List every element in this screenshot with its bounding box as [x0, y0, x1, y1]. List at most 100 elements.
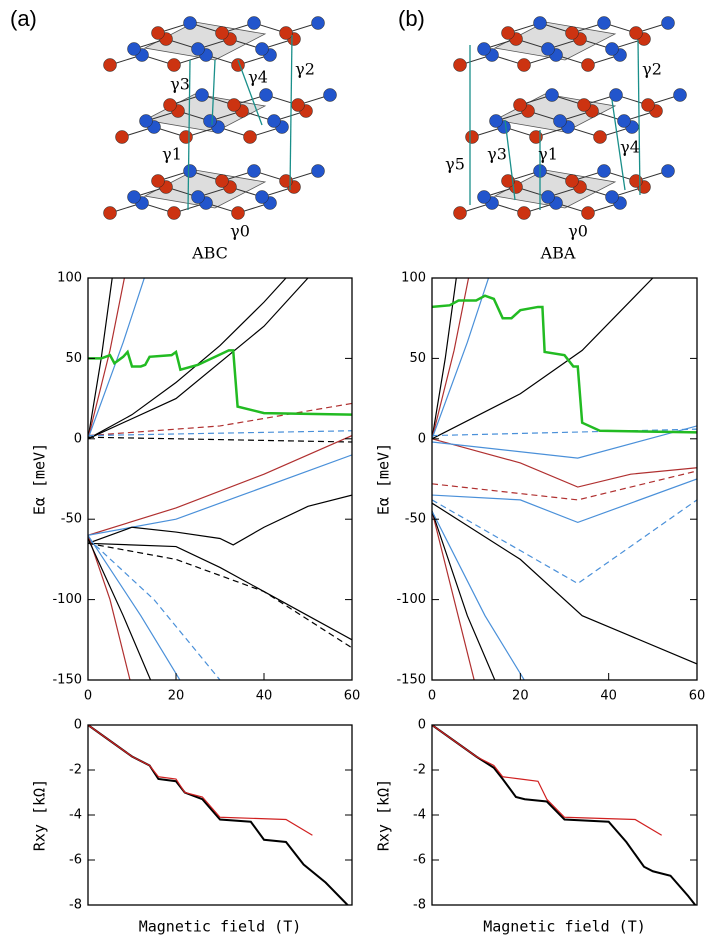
- series-line: [432, 278, 654, 440]
- series-line: [88, 430, 352, 437]
- atom: [195, 88, 209, 102]
- atom: [641, 98, 655, 112]
- atom: [259, 88, 273, 102]
- plot-frame: [431, 724, 698, 906]
- y-tick-label: -6: [69, 853, 82, 868]
- hopping-arrow: [187, 59, 191, 211]
- atom: [183, 164, 197, 178]
- atom: [489, 114, 503, 128]
- hopping-arrow: [211, 59, 216, 126]
- hopping-label: γ2: [642, 60, 662, 79]
- stacking-label: ABC: [191, 244, 228, 263]
- bond: [109, 202, 271, 214]
- atom: [541, 190, 555, 204]
- atom: [529, 130, 543, 144]
- hopping-arrow: [289, 34, 293, 191]
- x-tick-label: 40: [600, 689, 617, 704]
- y-tick-label: 0: [74, 431, 82, 446]
- y-tick-label: -4: [413, 808, 426, 823]
- panel-label: (a): [10, 6, 37, 31]
- x-tick-label: 0: [428, 689, 436, 704]
- plot-area: [432, 725, 697, 905]
- hopping-label: γ0: [568, 222, 588, 241]
- atom: [661, 16, 675, 30]
- series-line: [432, 511, 475, 680]
- y-tick-label: -50: [61, 512, 82, 527]
- atom: [477, 42, 491, 56]
- graphene-sheet: [493, 21, 617, 61]
- y-tick-label: -150: [396, 673, 426, 688]
- atom: [661, 164, 675, 178]
- atom: [453, 206, 467, 220]
- y-tick-label: -2: [413, 763, 426, 778]
- atom: [127, 42, 141, 56]
- y-tick-label: -2: [69, 763, 82, 778]
- atom: [581, 206, 595, 220]
- hopping-label: γ1: [538, 145, 558, 164]
- y-tick-label: -6: [413, 853, 426, 868]
- x-tick-label: 20: [168, 689, 185, 704]
- atom: [167, 206, 181, 220]
- atom: [501, 174, 515, 188]
- plot-area: [88, 725, 349, 905]
- series-line: [432, 725, 697, 905]
- atom: [323, 88, 337, 102]
- x-axis-label: Magnetic field (T): [139, 918, 302, 936]
- series-line: [432, 510, 525, 680]
- hopping-label: γ5: [445, 155, 465, 174]
- panel-label: (b): [398, 6, 425, 31]
- hopping-label: γ4: [620, 138, 640, 157]
- series-line: [432, 425, 697, 459]
- atom: [247, 164, 261, 178]
- y-axis-label: Rxy [kΩ]: [31, 779, 49, 851]
- y-tick-label: 50: [65, 351, 82, 366]
- atom: [513, 98, 527, 112]
- atom: [311, 164, 325, 178]
- hopping-label: γ0: [230, 222, 250, 241]
- plot-frame: [87, 724, 353, 906]
- x-tick-label: 60: [689, 689, 706, 704]
- atom: [115, 130, 129, 144]
- graphene-sheet: [493, 169, 617, 209]
- atom: [477, 190, 491, 204]
- bond: [459, 54, 621, 66]
- series-line: [88, 402, 352, 437]
- hopping-label: γ2: [295, 60, 315, 79]
- series-line: [88, 494, 352, 546]
- atom: [215, 26, 229, 40]
- series-line: [432, 725, 662, 836]
- y-axis-label: Rxy [kΩ]: [375, 779, 393, 851]
- atom: [243, 130, 257, 144]
- series-line: [432, 278, 490, 440]
- atom: [255, 42, 269, 56]
- series-line: [432, 478, 697, 524]
- atom: [453, 58, 467, 72]
- x-axis-label: Magnetic field (T): [483, 918, 646, 936]
- series-line: [88, 725, 313, 836]
- atom: [255, 190, 269, 204]
- atom: [151, 174, 165, 188]
- atom: [215, 174, 229, 188]
- atom: [167, 58, 181, 72]
- atom: [203, 114, 217, 128]
- series-line: [432, 278, 457, 439]
- series-line: [432, 499, 697, 585]
- hopping-arrow: [637, 39, 641, 196]
- series-line: [88, 542, 352, 641]
- series-line: [432, 470, 697, 501]
- y-tick-label: -4: [69, 808, 82, 823]
- series-line: [88, 436, 352, 443]
- atom: [541, 42, 555, 56]
- hopping-label: γ3: [487, 145, 507, 164]
- y-tick-label: 0: [74, 718, 82, 733]
- atom: [103, 206, 117, 220]
- atom: [629, 174, 643, 188]
- hopping-label: γ1: [162, 145, 182, 164]
- plot-frame: [87, 277, 353, 681]
- atom: [617, 114, 631, 128]
- x-tick-label: 20: [512, 689, 529, 704]
- y-tick-label: 100: [57, 271, 82, 286]
- atom: [565, 174, 579, 188]
- series-line: [432, 510, 496, 680]
- y-tick-label: -8: [69, 898, 82, 913]
